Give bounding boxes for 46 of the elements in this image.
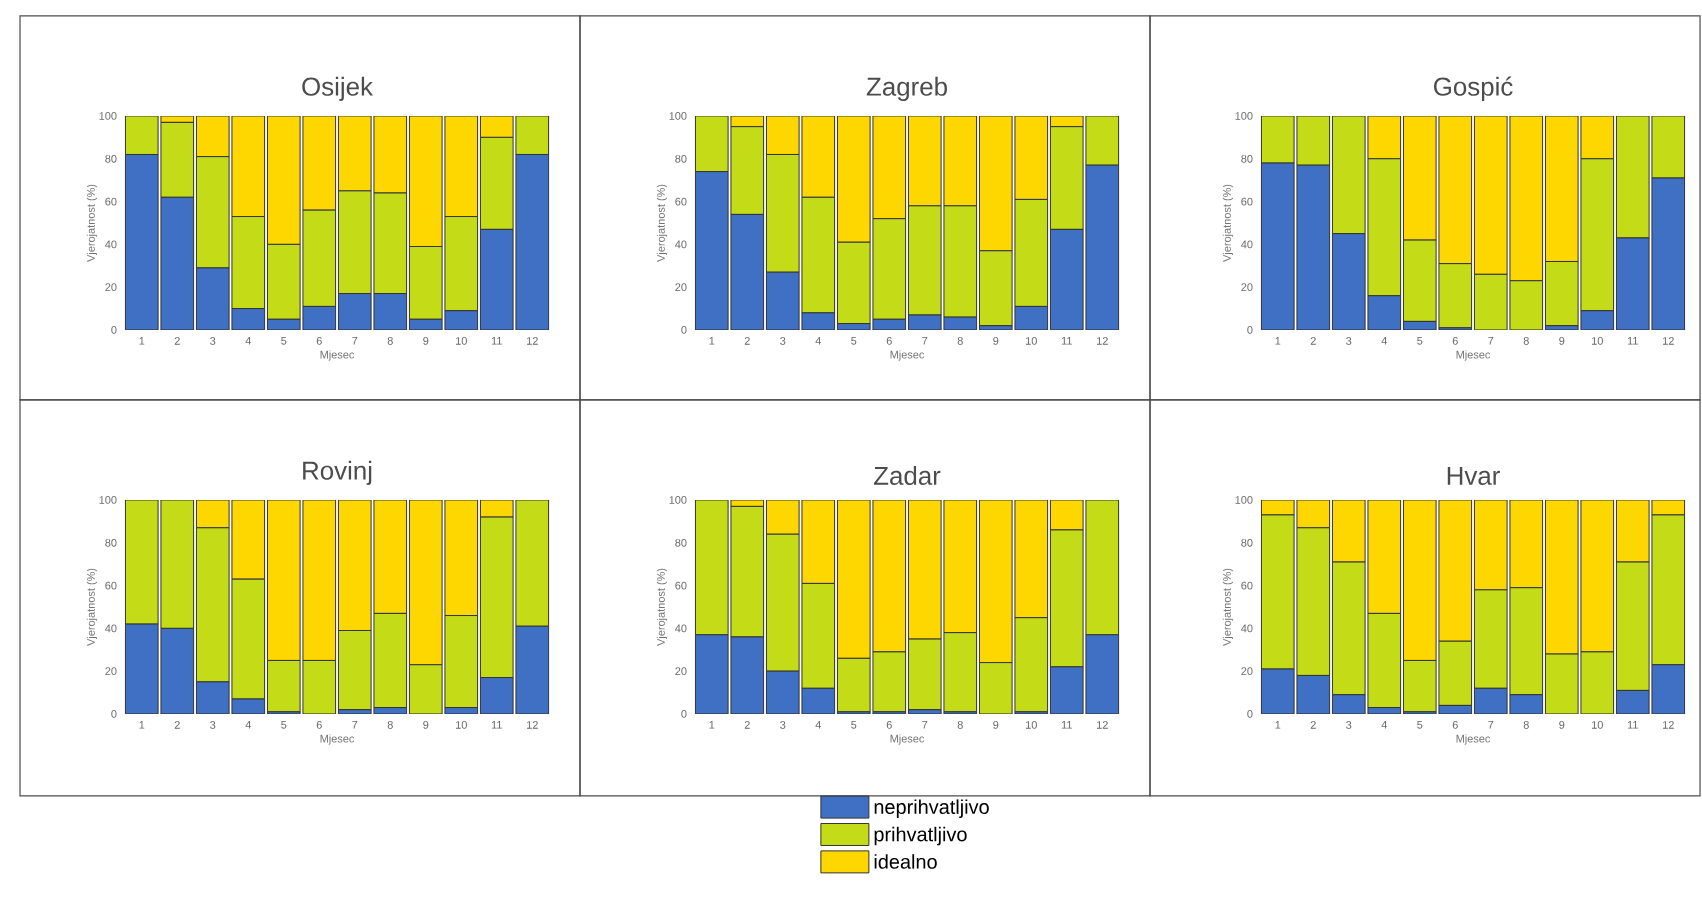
chart-title: Zadar (874, 465, 941, 485)
bar (1544, 115, 1579, 262)
bar (694, 115, 729, 173)
chart-title: Gospić (1434, 76, 1513, 101)
bar (515, 625, 550, 714)
bar (160, 197, 194, 330)
bar (1438, 115, 1473, 265)
bar (872, 218, 907, 320)
bar (765, 153, 800, 273)
bar (196, 267, 230, 330)
bar (1367, 115, 1402, 160)
bar (480, 229, 514, 330)
legend-label: idealno (874, 854, 937, 869)
bar (444, 499, 479, 617)
bar (1509, 115, 1544, 282)
bar (1085, 115, 1120, 166)
bar (801, 196, 836, 314)
bar (373, 293, 407, 330)
bar (1049, 126, 1084, 230)
chart-title: Rovinj (303, 460, 372, 485)
chart-title: Hvar (1447, 466, 1500, 485)
bar (730, 126, 765, 215)
bar (160, 628, 194, 714)
bar (337, 499, 372, 632)
bar (125, 154, 159, 330)
bar (302, 499, 337, 661)
chart-title: Osijek (302, 76, 374, 101)
chart-title: Zagreb (866, 76, 947, 101)
bar (1402, 115, 1437, 241)
bar (1580, 115, 1615, 160)
legend-label: prihvatljivo (874, 826, 967, 846)
bar (338, 293, 372, 330)
bar (479, 677, 514, 714)
bar (943, 205, 978, 318)
bar (408, 499, 443, 666)
bar (231, 499, 266, 580)
bar (266, 499, 301, 661)
bar (1473, 115, 1508, 275)
bar (373, 499, 408, 614)
bar (125, 624, 159, 714)
bar (836, 241, 871, 325)
bar (1014, 198, 1049, 307)
bar (907, 205, 942, 316)
bar (978, 250, 1013, 327)
bar (515, 153, 550, 330)
legend-label: neprihvatljivo (874, 799, 989, 818)
